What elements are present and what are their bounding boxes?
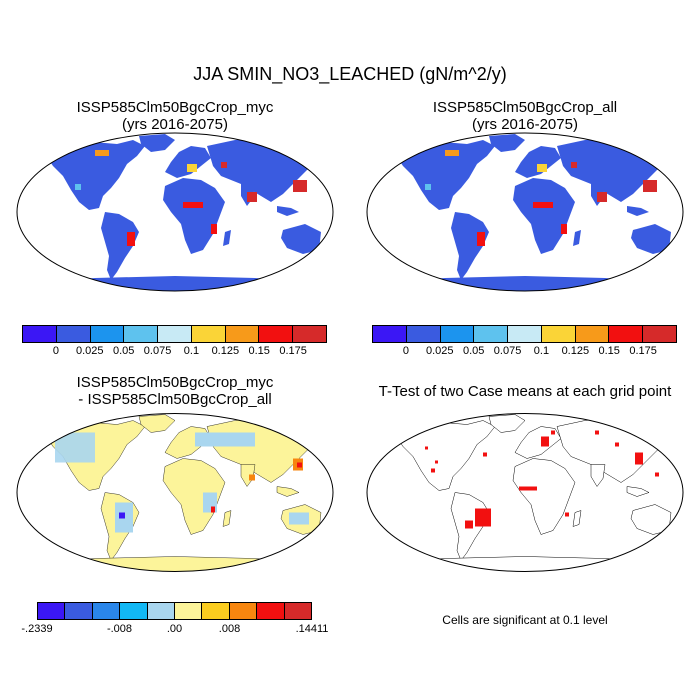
colorbar-tick-label: 0.05 — [462, 345, 485, 357]
colorbar-box — [474, 326, 509, 342]
colorbar-tick-label: 0 — [402, 345, 409, 357]
colorbar-top-left-labels: 0 0.025 0.05 0.075 0.1 0.125 0.15 0.175 — [22, 345, 327, 359]
colorbar-box — [225, 326, 260, 342]
colorbar-tick-label: 0.1 — [533, 345, 550, 357]
colorbar-tick-label: 0.075 — [143, 345, 172, 357]
colorbar-tick-label: 0.125 — [211, 345, 240, 357]
colorbar-box — [175, 603, 203, 619]
colorbar-box — [202, 603, 230, 619]
colorbar-tick-label: 0.15 — [248, 345, 270, 357]
colorbar-box — [23, 326, 57, 342]
panel-title-bottom-left-line2: - ISSP585Clm50BgcCrop_all — [78, 391, 272, 408]
hotspots-top-left — [75, 150, 307, 246]
colorbar-box — [284, 603, 312, 619]
colorbar-top-right-labels: 0 0.025 0.05 0.075 0.1 0.125 0.15 0.175 — [372, 345, 677, 359]
colorbar-box — [541, 326, 576, 342]
colorbar-box — [575, 326, 610, 342]
colorbar-top-left — [22, 325, 327, 343]
colorbar-box — [373, 326, 407, 342]
main-title: JJA SMIN_NO3_LEACHED (gN/m^2/y) — [193, 64, 507, 84]
diff-regions — [55, 432, 309, 533]
colorbar-top-right — [372, 325, 677, 343]
colorbar-box — [56, 326, 91, 342]
hotspots-top-right — [425, 150, 657, 246]
colorbar-tick-label: 0.1 — [183, 345, 200, 357]
colorbar-box — [440, 326, 475, 342]
map-top-right — [366, 132, 684, 292]
colorbar-tick-label: -.008 — [106, 623, 133, 635]
colorbar-box — [609, 326, 644, 342]
colorbar-tick-label: 0.15 — [598, 345, 620, 357]
colorbar-bottom-left-labels: -.2339 -.008 .00 .008 .14411 — [21, 623, 328, 637]
panel-title-top-right-line1: ISSP585Clm50BgcCrop_all — [432, 99, 618, 116]
colorbar-tick-label: .14411 — [295, 623, 329, 635]
panel-title-top-left-line2: (yrs 2016-2075) — [122, 116, 228, 133]
colorbar-tick-label: 0.125 — [561, 345, 590, 357]
map-bottom-left — [16, 413, 334, 572]
colorbar-tick-label: 0.025 — [76, 345, 104, 357]
colorbar-tick-label: 0.175 — [279, 345, 307, 357]
significance-note: Cells are significant at 0.1 level — [442, 613, 608, 627]
colorbar-box — [229, 603, 258, 619]
significant-cells — [425, 430, 659, 529]
panel-title-top-right: ISSP585Clm50BgcCrop_all (yrs 2016-2075) — [360, 99, 690, 133]
colorbar-tick-label: 0 — [52, 345, 59, 357]
colorbar-box — [124, 326, 159, 342]
colorbar-box — [158, 326, 192, 342]
colorbar-box — [65, 603, 93, 619]
colorbar-box — [147, 603, 176, 619]
colorbar-tick-label: -.2339 — [21, 623, 53, 635]
map-top-left — [16, 132, 334, 292]
colorbar-box — [259, 326, 294, 342]
colorbar-box — [257, 603, 285, 619]
colorbar-box — [120, 603, 148, 619]
colorbar-box — [90, 326, 125, 342]
colorbar-tick-label: 0.175 — [629, 345, 657, 357]
panel-title-bottom-right: T-Test of two Case means at each grid po… — [378, 383, 672, 400]
panel-title-bottom-left: ISSP585Clm50BgcCrop_myc - ISSP585Clm50Bg… — [10, 374, 340, 408]
colorbar-box — [406, 326, 441, 342]
colorbar-box — [508, 326, 542, 342]
colorbar-box — [191, 326, 226, 342]
colorbar-box — [92, 603, 121, 619]
colorbar-box — [38, 603, 66, 619]
colorbar-box — [643, 326, 677, 342]
colorbar-box — [293, 326, 327, 342]
panel-title-top-right-line2: (yrs 2016-2075) — [472, 116, 578, 133]
panel-title-top-left: ISSP585Clm50BgcCrop_myc (yrs 2016-2075) — [10, 99, 340, 133]
colorbar-bottom-left — [37, 602, 312, 620]
colorbar-tick-label: 0.05 — [112, 345, 135, 357]
colorbar-tick-label: 0.075 — [493, 345, 522, 357]
colorbar-tick-label: 0.025 — [426, 345, 454, 357]
colorbar-tick-label: .00 — [166, 623, 183, 635]
map-bottom-right — [366, 413, 684, 572]
panel-title-top-left-line1: ISSP585Clm50BgcCrop_myc — [76, 99, 274, 116]
colorbar-tick-label: .008 — [218, 623, 241, 635]
panel-title-bottom-left-line1: ISSP585Clm50BgcCrop_myc — [76, 374, 274, 391]
